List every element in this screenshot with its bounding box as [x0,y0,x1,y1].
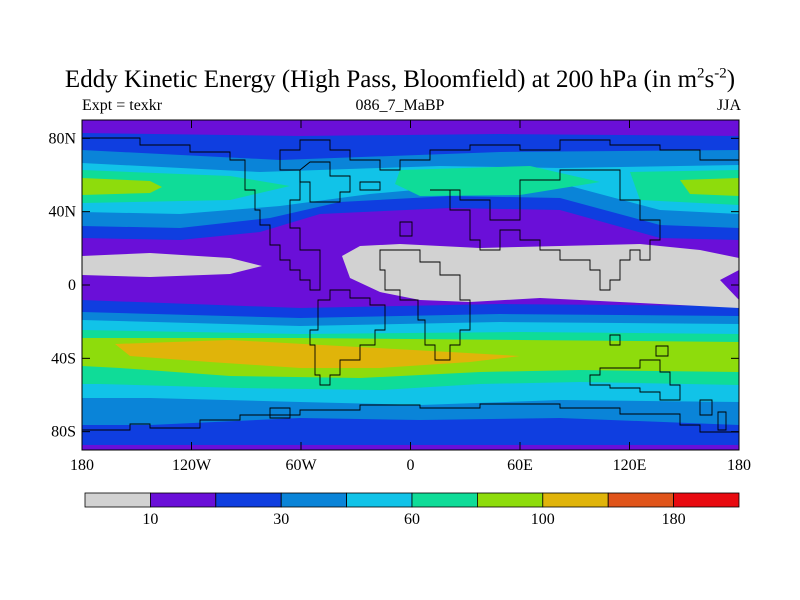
band-yellow-south [115,340,520,368]
colorbar-swatch [149,492,217,508]
colorbar-swatch [84,492,151,508]
x-tick-label: 120W [172,457,212,474]
x-tick-label: 60E [507,457,533,474]
y-tick-label: 80S [51,424,76,441]
experiment-label: Expt = texkr [82,97,163,114]
colorbar-swatch [607,492,675,508]
x-tick-label: 120E [613,457,647,474]
x-tick-label: 0 [407,457,415,474]
colorbar-label: 60 [404,511,420,528]
y-tick-label: 0 [68,277,76,294]
colorbar-label: 30 [273,511,289,528]
coastlines [82,137,739,433]
run-label: 086_7_MaBP [355,97,445,114]
x-tick-label: 180 [727,457,751,474]
x-tick-label: 180 [70,457,94,474]
x-tick-label: 60W [285,457,317,474]
colorbar-label: 180 [662,511,686,528]
band-teal-north [82,166,739,205]
y-tick-label: 40N [48,204,76,221]
contour-field [82,120,739,450]
colorbar-swatch [280,492,348,508]
colorbar-swatch [476,492,544,508]
x-axis: 180 120W 60W 0 60E 120E 180 [70,120,751,474]
colorbar-swatch [215,492,282,508]
colorbar-swatch [673,492,740,508]
y-axis: 80N 40N 0 40S 80S [48,130,739,441]
y-tick-label: 80N [48,130,76,147]
colorbar-swatch [346,492,413,508]
y-tick-label: 40S [51,350,76,367]
colorbar: 10 30 60 100 180 [84,492,740,528]
band-gray-west [82,253,262,277]
chart-title: Eddy Kinetic Energy (High Pass, Bloomfie… [64,65,736,93]
colorbar-label: 10 [142,511,158,528]
season-label: JJA [716,97,741,114]
colorbar-label: 100 [531,511,555,528]
colorbar-swatch [542,492,609,508]
colorbar-swatch [411,492,478,508]
